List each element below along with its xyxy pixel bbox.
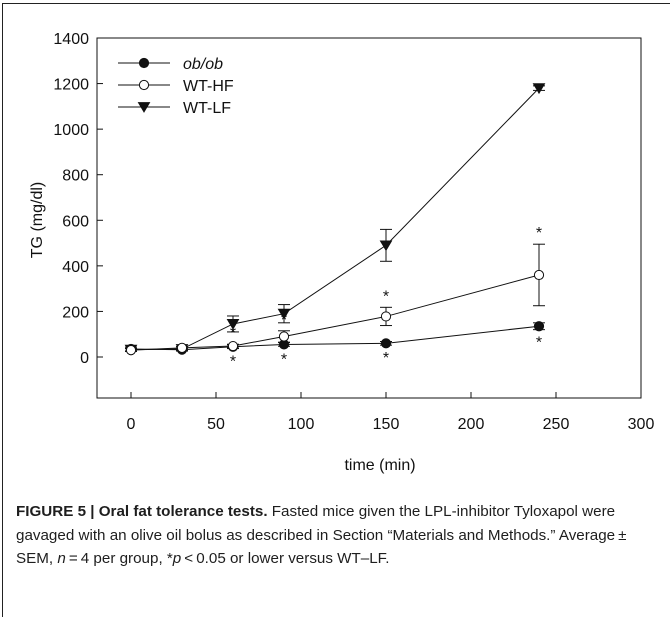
legend-marker bbox=[138, 79, 150, 91]
x-tick-label: 250 bbox=[543, 416, 570, 433]
chart-axes: 0 200 400 600 800 1000 1200 1400 0 50 100 150 200 250… bbox=[53, 31, 654, 433]
series-line bbox=[130, 274, 540, 351]
caption-text-2: = 4 per group, * bbox=[65, 550, 173, 567]
data-point bbox=[278, 331, 290, 342]
data-point bbox=[532, 83, 546, 95]
data-point bbox=[226, 319, 240, 330]
significance-asterisk: * bbox=[230, 325, 236, 342]
x-tick-label: 200 bbox=[458, 416, 485, 433]
x-tick-label: 150 bbox=[373, 416, 400, 433]
y-tick-label: 400 bbox=[62, 259, 89, 276]
figure-label: FIGURE 5 | Oral fat tolerance tests. bbox=[16, 503, 268, 520]
legend-label: ob/ob bbox=[183, 56, 223, 73]
x-tick-label: 50 bbox=[207, 416, 225, 433]
caption-text-3: < 0.05 or lower versus WT–LF. bbox=[181, 550, 390, 567]
legend-marker bbox=[137, 102, 151, 113]
legend-item: WT-HF bbox=[118, 78, 234, 95]
x-axis-label: time (min) bbox=[344, 457, 415, 474]
data-point bbox=[227, 340, 239, 352]
line-chart: 0 200 400 600 800 1000 1200 1400 0 50 100 150 200 250… bbox=[29, 31, 654, 474]
legend-label: WT-HF bbox=[183, 78, 234, 95]
chart-series: * * * * * * * * bbox=[124, 83, 546, 371]
series-line bbox=[130, 87, 540, 351]
significance-asterisk: * bbox=[383, 288, 389, 305]
significance-asterisk: * bbox=[536, 225, 542, 242]
significance-asterisk: * bbox=[281, 312, 287, 329]
legend-item: ob/ob bbox=[118, 56, 223, 73]
data-point bbox=[533, 321, 545, 332]
y-tick-label: 200 bbox=[62, 304, 89, 321]
x-tick-label: 300 bbox=[628, 416, 655, 433]
significance-asterisk: * bbox=[230, 354, 236, 371]
y-tick-label: 1000 bbox=[53, 122, 89, 139]
caption-n-symbol: n bbox=[57, 550, 66, 567]
series-wt-lf bbox=[124, 83, 546, 356]
caption-text-1: Fasted mice given the LPL-inhibitor Tylo… bbox=[16, 503, 630, 567]
data-point bbox=[125, 345, 137, 356]
legend-label: WT-LF bbox=[183, 100, 231, 117]
x-tick-label: 0 bbox=[127, 416, 136, 433]
significance-asterisk: * bbox=[536, 335, 542, 352]
y-tick-label: 1400 bbox=[53, 31, 89, 48]
figure-caption: FIGURE 5 | Oral fat tolerance tests. Fas… bbox=[16, 500, 661, 571]
data-point bbox=[277, 308, 291, 320]
y-tick-label: 800 bbox=[62, 168, 89, 185]
data-point bbox=[380, 311, 392, 322]
plot-frame bbox=[96, 37, 642, 399]
y-tick-label: 1200 bbox=[53, 77, 89, 94]
caption-p-symbol: p bbox=[172, 550, 182, 567]
y-axis-label: TG (mg/dl) bbox=[29, 182, 46, 258]
data-point bbox=[533, 269, 545, 281]
y-tick-label: 600 bbox=[62, 213, 89, 230]
series-wt-hf: * * * * bbox=[125, 225, 545, 356]
legend-item: WT-LF bbox=[118, 100, 231, 117]
series-line bbox=[130, 325, 540, 351]
figure-frame bbox=[2, 3, 670, 617]
data-point bbox=[380, 338, 392, 349]
significance-asterisk: * bbox=[383, 350, 389, 367]
data-point bbox=[379, 240, 393, 252]
significance-asterisk: * bbox=[281, 351, 287, 368]
x-tick-label: 100 bbox=[288, 416, 315, 433]
legend-marker bbox=[138, 57, 150, 69]
data-point bbox=[176, 342, 188, 353]
y-tick-label: 0 bbox=[80, 350, 89, 367]
chart-legend: ob/ob WT-HF WT-LF bbox=[118, 56, 234, 117]
